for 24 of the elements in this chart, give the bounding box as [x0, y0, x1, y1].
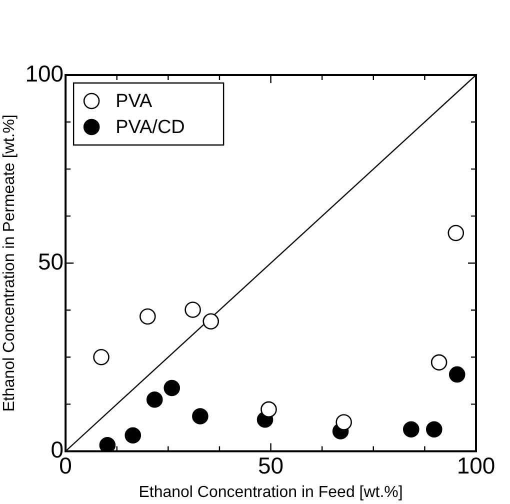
x-axis-title: Ethanol Concentration in Feed [wt.%]: [138, 484, 403, 501]
y-axis-title: Ethanol Concentration in Permeate [wt.%]: [1, 114, 18, 412]
point: [192, 408, 208, 424]
point: [184, 302, 201, 318]
point: [430, 354, 448, 371]
point: [93, 349, 110, 366]
point: [448, 224, 464, 242]
point: [140, 308, 156, 325]
y-tick-label: 50: [38, 248, 64, 274]
point: [426, 421, 442, 438]
legend-label: PVA/CD: [116, 117, 185, 138]
point: [124, 427, 142, 444]
point: [146, 392, 163, 408]
y-tick-label: 100: [25, 60, 64, 86]
x-tick-label: 50: [258, 452, 284, 478]
point: [164, 380, 180, 396]
point: [99, 437, 116, 452]
point: [260, 401, 277, 418]
legend-label: PVA: [116, 91, 153, 112]
point: [202, 313, 220, 330]
x-tick-label: 100: [456, 452, 496, 478]
point: [448, 366, 466, 383]
point: [403, 421, 420, 438]
point: [336, 414, 352, 430]
